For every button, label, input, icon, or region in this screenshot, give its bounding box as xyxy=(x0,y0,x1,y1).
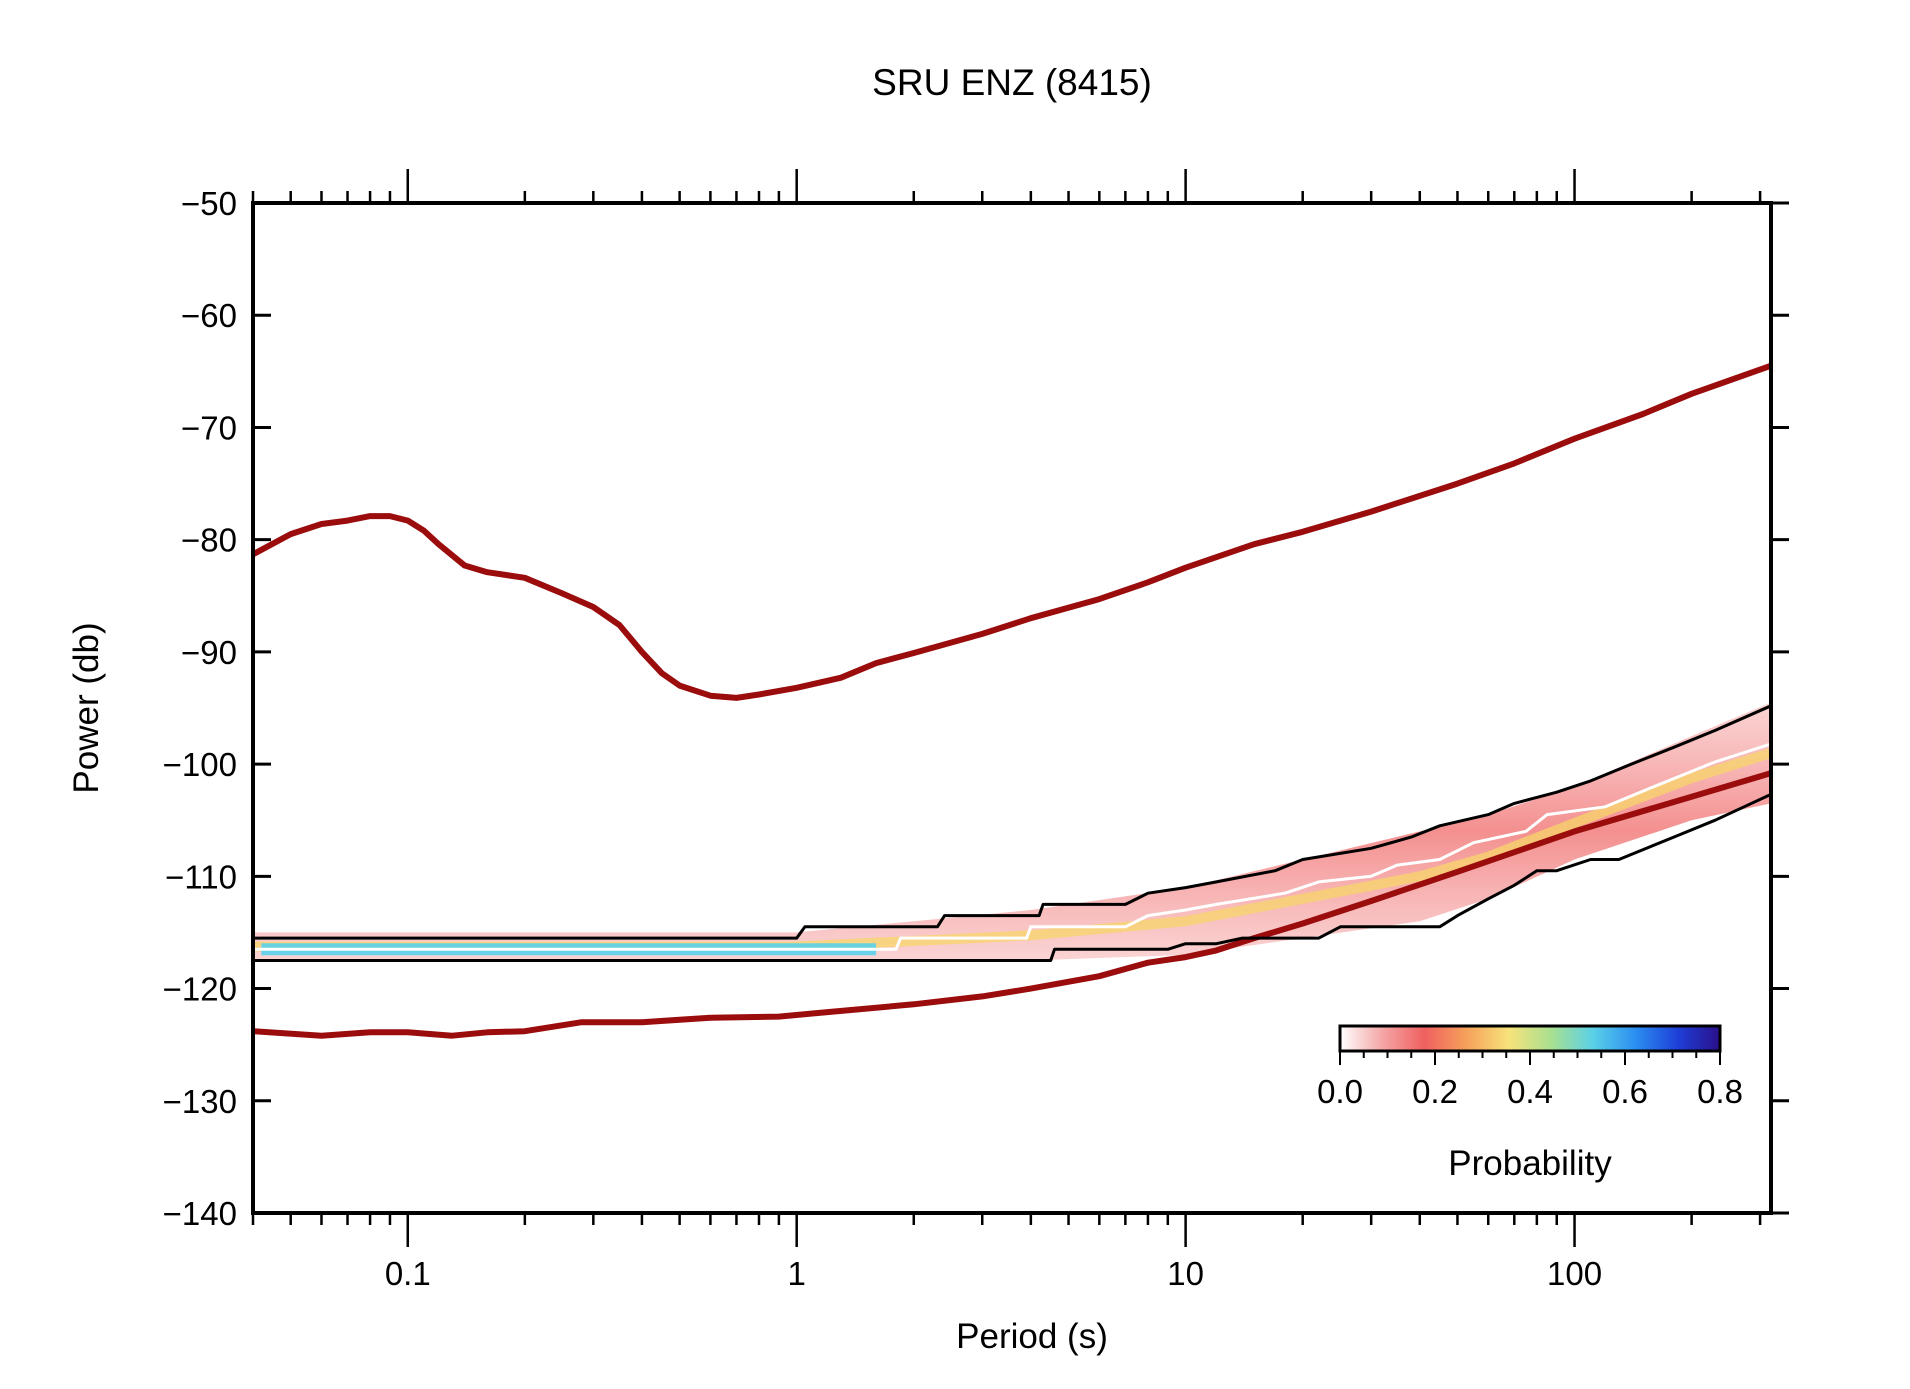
y-tick-label: −90 xyxy=(181,634,237,671)
plot-area xyxy=(253,362,1771,1039)
y-axis-label: Power (db) xyxy=(67,622,106,793)
y-tick-label: −80 xyxy=(181,522,237,559)
series-line-1 xyxy=(253,770,1771,1039)
series-line-0 xyxy=(253,362,1771,701)
y-tick-label: −100 xyxy=(163,746,237,783)
colorbar-tick-label: 0.2 xyxy=(1412,1073,1458,1110)
probability-colorbar: 0.0 0.2 0.4 0.6 0.8 Probability xyxy=(1317,1024,1743,1183)
y-tick-label: −50 xyxy=(181,185,237,222)
plot-frame xyxy=(251,201,1773,1215)
colorbar-tick-label: 0.6 xyxy=(1602,1073,1648,1110)
x-tick-label: 0.1 xyxy=(385,1255,431,1292)
y-tick-label: −60 xyxy=(181,297,237,334)
y-tick-label: −130 xyxy=(163,1083,237,1120)
colorbar-scale xyxy=(1338,1024,1722,1053)
series-line-3 xyxy=(253,792,1771,962)
y-tick-label: −70 xyxy=(181,409,237,446)
colorbar-ticks: 0.0 0.2 0.4 0.6 0.8 xyxy=(1317,1051,1743,1110)
colorbar-tick-label: 0.8 xyxy=(1697,1073,1743,1110)
colorbar-tick-label: 0.4 xyxy=(1507,1073,1553,1110)
y-tick-label: −140 xyxy=(163,1195,237,1232)
x-tick-label: 1 xyxy=(788,1255,806,1292)
series-line-4 xyxy=(253,742,1771,951)
x-axis: 0.1 1 10 100 xyxy=(251,169,1762,1292)
chart-title: SRU ENZ (8415) xyxy=(872,62,1152,103)
density-band-core xyxy=(253,748,1771,952)
x-tick-label: 10 xyxy=(1167,1255,1204,1292)
x-axis-label: Period (s) xyxy=(956,1317,1108,1356)
y-axis: −50 −60 −70 −80 −90 −100 −110 −120 −130 −140 xyxy=(163,185,1789,1232)
y-tick-label: −110 xyxy=(165,858,237,895)
series-line-2 xyxy=(253,704,1771,940)
density-band xyxy=(253,702,1771,961)
y-tick-label: −120 xyxy=(163,971,237,1008)
series-layer xyxy=(253,362,1771,1039)
colorbar-label: Probability xyxy=(1448,1144,1612,1183)
x-tick-label: 100 xyxy=(1547,1255,1602,1292)
colorbar-tick-label: 0.0 xyxy=(1317,1073,1363,1110)
